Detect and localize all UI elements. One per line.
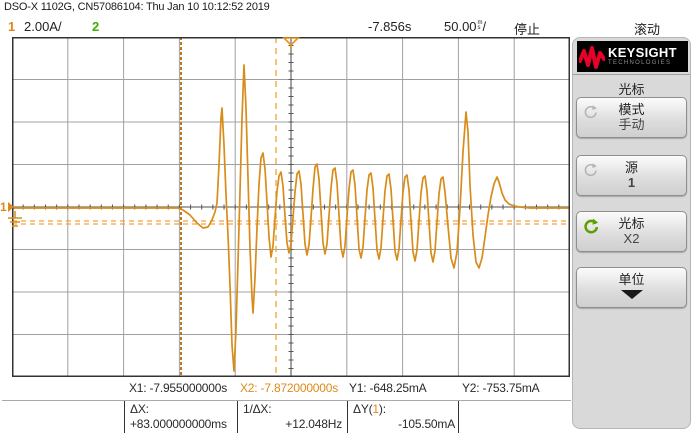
softkey-source-line1: 源	[624, 160, 638, 175]
cursor-y1-readout: Y1: -648.25mA	[349, 381, 427, 395]
delta-y-channel: 1	[372, 402, 379, 416]
channel1-ground-marker: 1	[0, 200, 14, 214]
timebase-scale-value: 50.00	[444, 19, 477, 34]
cursor-x2-readout: X2: -7.872000000s	[240, 381, 339, 395]
softkey-mode-line1: 模式	[618, 102, 645, 117]
panel-divider	[573, 74, 690, 75]
softkey-mode-line2: 手动	[618, 117, 645, 132]
inv-delta-x-label: 1/ΔX:	[243, 402, 272, 416]
softkey-cursor-line2: X2	[623, 231, 640, 246]
acquisition-state: 停止	[514, 22, 541, 37]
acquisition-mode: 滚动	[634, 22, 661, 37]
readout-divider	[124, 401, 125, 433]
channel1-number: 1	[8, 19, 16, 34]
waveform-display[interactable]	[8, 37, 571, 379]
logo-line1: KEYSIGHT	[608, 45, 677, 60]
readout-divider	[347, 401, 348, 433]
timebase-position: -7.856s	[368, 19, 412, 34]
rotate-knob-icon	[584, 105, 597, 119]
delta-x-label: ΔX:	[130, 402, 149, 416]
readout-divider	[237, 401, 238, 433]
keysight-logo: KEYSIGHT TECHNOLOGIES	[577, 41, 688, 72]
softkey-panel: KEYSIGHT TECHNOLOGIES 光标 模式 手动 源 1	[572, 37, 691, 429]
instrument-title: DSO-X 1102G, CN57086104: Thu Jan 10 10:1…	[4, 1, 270, 13]
softkey-source-button[interactable]: 源 1	[576, 155, 687, 196]
channel2-number: 2	[92, 19, 100, 34]
timebase-suffix: /	[482, 19, 487, 34]
softkey-units-line1: 单位	[618, 272, 645, 287]
keysight-waveform-icon	[579, 45, 605, 69]
softkey-units-button[interactable]: 单位	[576, 267, 687, 308]
softkey-cursor-line1: 光标	[618, 216, 645, 231]
channel1-scale: 2.00A/	[24, 19, 62, 34]
cursor-x1-readout: X1: -7.955000000s	[129, 381, 228, 395]
delta-x-value: +83.000000000ms	[130, 417, 227, 431]
softkey-source-line2: 1	[627, 175, 636, 190]
delta-y-value: -105.50mA	[398, 417, 455, 431]
softkey-cursor-button[interactable]: 光标 X2	[576, 211, 687, 252]
cursor-y2-readout: Y2: -753.75mA	[462, 381, 540, 395]
readout-divider	[458, 401, 459, 433]
channel1-arrow-icon	[7, 202, 14, 212]
menu-title: 光标	[618, 82, 645, 97]
timebase-scale: 50.00 m s /	[444, 19, 486, 34]
delta-y-label: ΔY(1):	[353, 402, 386, 416]
readout-separator	[2, 400, 571, 401]
down-arrow-icon	[620, 290, 643, 299]
softkey-mode-button[interactable]: 模式 手动	[576, 97, 687, 138]
rotate-knob-green-icon	[584, 218, 599, 234]
logo-line2: TECHNOLOGIES	[608, 60, 672, 66]
rotate-knob-icon	[584, 163, 597, 177]
inv-delta-x-value: +12.048Hz	[285, 417, 342, 431]
